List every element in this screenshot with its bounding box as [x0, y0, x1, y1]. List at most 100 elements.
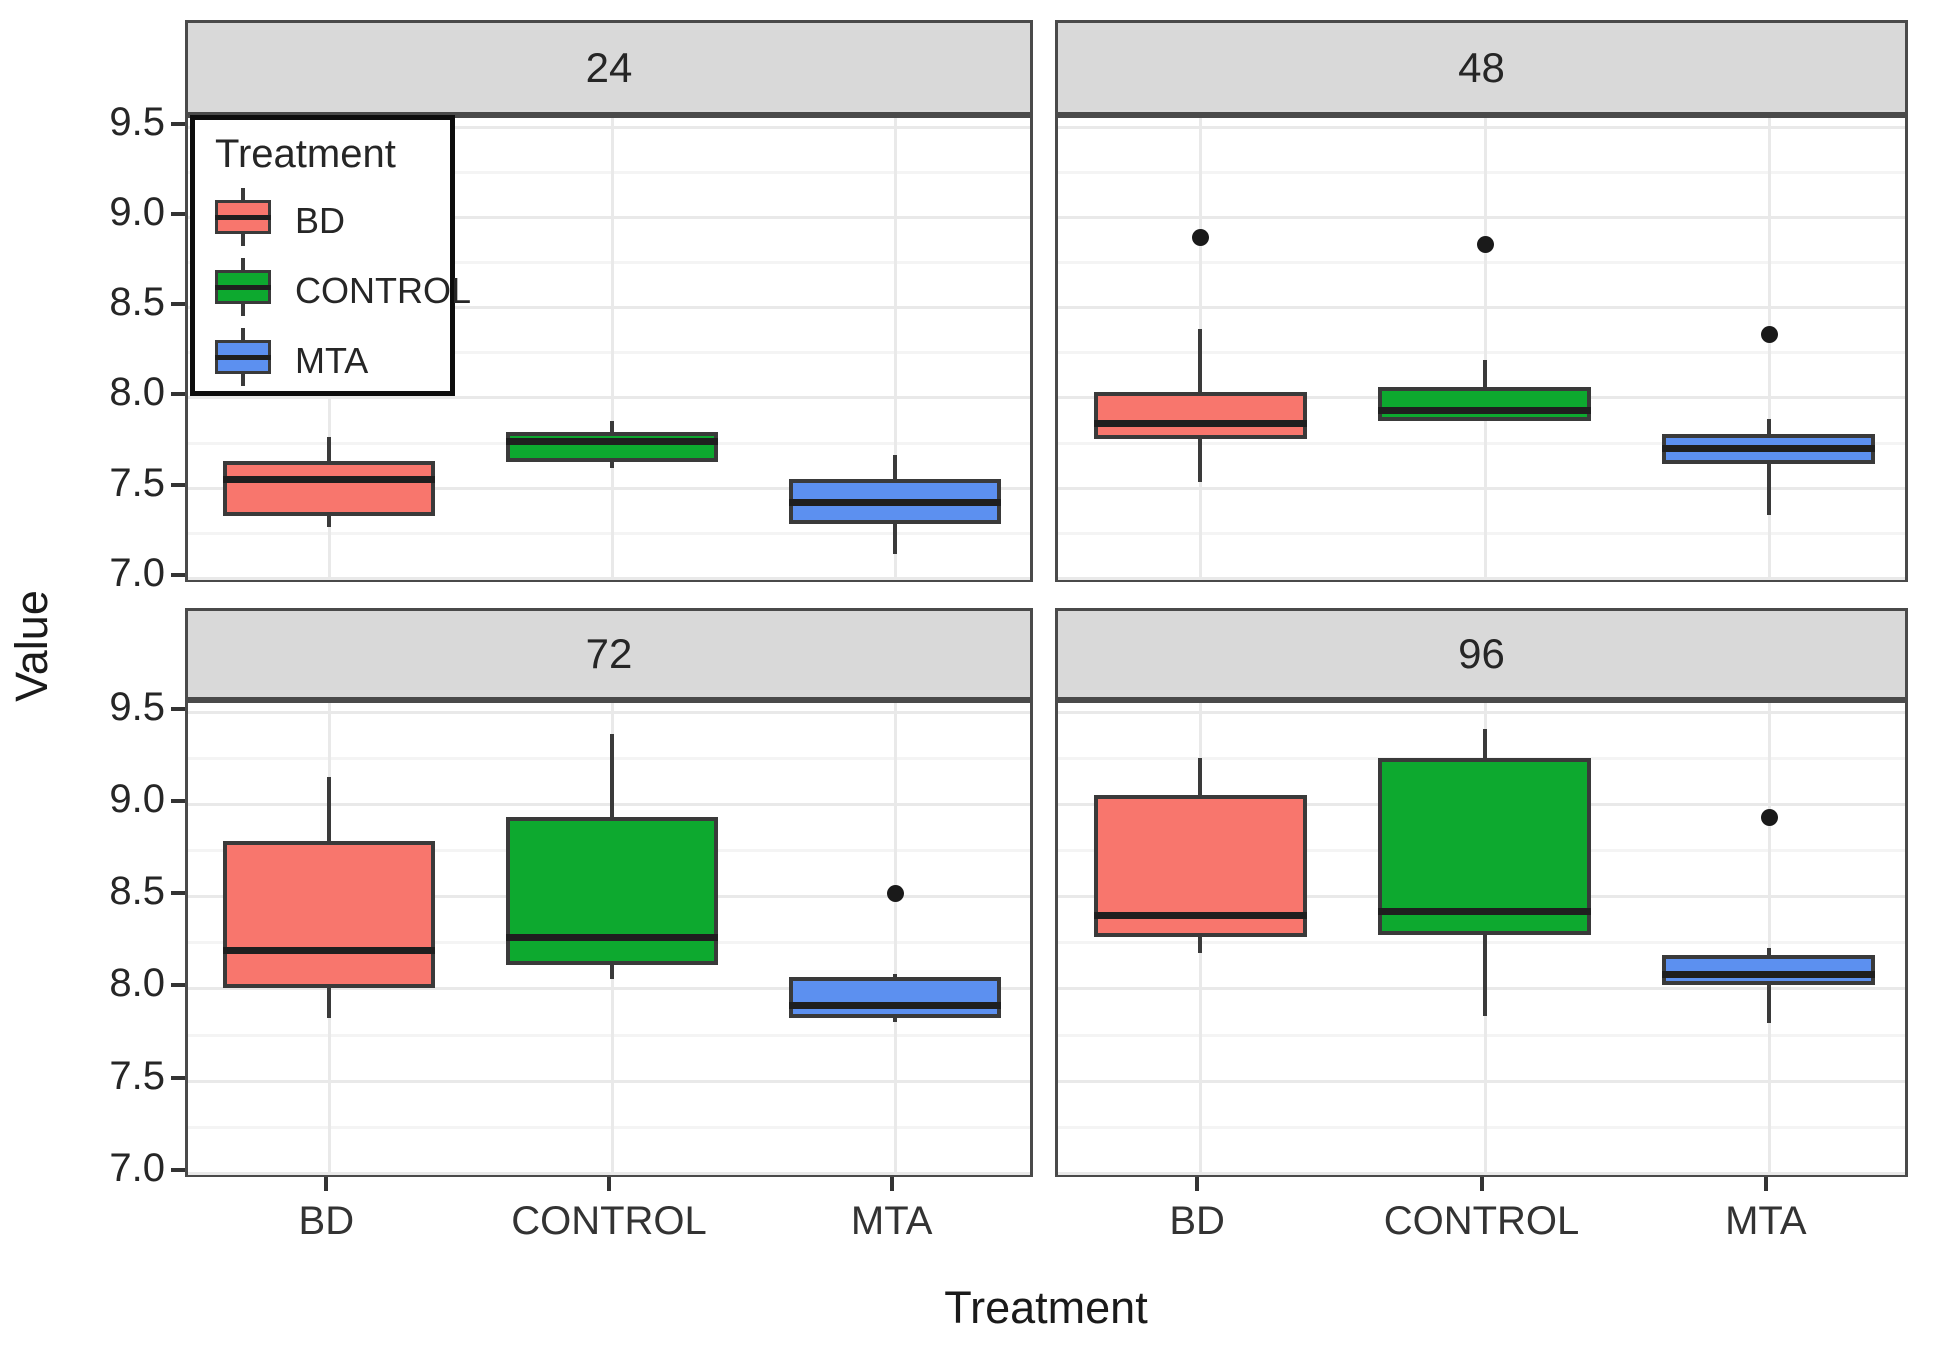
legend-title: Treatment	[215, 132, 396, 176]
gridline-vertical	[893, 703, 897, 1174]
legend-item-control: CONTROL	[215, 256, 471, 318]
whisker-upper	[1766, 947, 1771, 956]
y-tick-mark	[171, 707, 185, 712]
gridline-major	[1058, 1171, 1905, 1175]
y-tick-mark	[171, 302, 185, 307]
facet-strip-96: 96	[1055, 608, 1908, 700]
gridline-major	[188, 987, 1030, 991]
whisker-upper	[1766, 419, 1771, 434]
x-axis-title: Treatment	[944, 1282, 1148, 1333]
median-line	[1662, 970, 1876, 978]
boxplot-key-icon	[215, 256, 271, 318]
facet-strip-24: 24	[185, 20, 1033, 115]
gridline-vertical	[1767, 703, 1771, 1174]
outlier-point	[1760, 809, 1778, 827]
whisker-lower	[1482, 935, 1487, 1017]
y-tick-label: 9.0	[109, 777, 165, 822]
boxplot-box-mta	[1662, 955, 1876, 985]
outlier-point	[886, 884, 904, 902]
legend-label-control: CONTROL	[295, 270, 472, 311]
gridline-vertical	[611, 118, 614, 579]
x-tick-label-mta: MTA	[1725, 1199, 1807, 1243]
median-line	[1093, 419, 1307, 427]
key-median	[215, 215, 271, 220]
whisker-upper	[327, 776, 332, 842]
gridline-minor	[188, 1033, 1030, 1037]
median-line	[1378, 407, 1591, 415]
outlier-point	[1476, 236, 1494, 254]
facet-panel-72	[185, 700, 1033, 1177]
median-line	[506, 933, 718, 941]
facet-strip-label: 72	[585, 630, 633, 677]
gridline-minor	[1058, 171, 1905, 175]
boxplot-box-control	[506, 817, 718, 965]
boxplot-key-icon	[215, 186, 271, 248]
y-tick-label: 7.5	[109, 460, 165, 505]
median-line	[1093, 911, 1307, 919]
whisker-upper	[1482, 728, 1487, 759]
gridline-minor	[1058, 1125, 1905, 1129]
whisker-upper	[610, 734, 614, 818]
whisker-upper	[610, 420, 614, 432]
gridline-vertical	[1483, 118, 1487, 579]
gridline-vertical	[893, 118, 897, 579]
gridline-major	[1058, 1079, 1905, 1083]
whisker-upper	[1198, 758, 1203, 796]
y-tick-label: 7.0	[109, 1145, 165, 1190]
gridline-major	[188, 306, 1030, 310]
y-axis-title: Value	[6, 590, 57, 702]
y-tick-mark	[171, 799, 185, 804]
y-tick-mark	[171, 572, 185, 577]
whisker-lower	[610, 964, 614, 980]
whisker-lower	[892, 1017, 897, 1022]
median-line	[223, 475, 436, 483]
x-tick-label-mta: MTA	[850, 1199, 933, 1243]
y-tick-mark	[171, 392, 185, 397]
boxplot-box-mta	[788, 977, 1001, 1018]
whisker-upper	[1482, 359, 1487, 387]
y-tick-label: 9.5	[109, 100, 165, 144]
gridline-major	[1058, 216, 1905, 220]
gridline-minor	[188, 351, 1030, 355]
y-tick-label: 8.5	[109, 280, 165, 325]
boxplot-box-control	[506, 431, 718, 463]
boxplot-box-bd	[223, 460, 436, 517]
gridline-major	[188, 1079, 1030, 1083]
x-tick-label-bd: BD	[298, 1199, 355, 1243]
gridline-major	[1058, 486, 1905, 490]
gridline-minor	[1058, 531, 1905, 535]
median-line	[788, 499, 1001, 507]
boxplot-box-control	[1378, 758, 1591, 936]
boxplot-key-icon	[215, 326, 271, 388]
y-tick-mark	[171, 122, 185, 126]
whisker-upper	[327, 437, 332, 461]
x-tick-label-control: CONTROL	[511, 1199, 707, 1243]
y-tick-mark	[171, 1167, 185, 1172]
key-median	[215, 355, 271, 360]
legend-label-mta: MTA	[295, 340, 369, 381]
legend-item-mta: MTA	[215, 326, 445, 388]
x-tick-mark	[1479, 1177, 1484, 1191]
y-tick-mark	[171, 891, 185, 896]
gridline-major	[188, 803, 1030, 807]
boxplot-box-bd	[1093, 392, 1307, 439]
gridline-major	[188, 126, 1030, 129]
legend: Treatment BD CONTROL MTA	[190, 115, 471, 396]
gridline-minor	[1058, 941, 1905, 945]
x-tick-mark	[1763, 1177, 1768, 1191]
gridline-minor	[1058, 1033, 1905, 1037]
y-tick-label: 9.0	[109, 190, 165, 235]
gridline-major	[188, 486, 1030, 490]
x-tick-label-bd: BD	[1169, 1199, 1225, 1243]
y-tick-mark	[171, 983, 185, 988]
x-tick-label-control: CONTROL	[1383, 1199, 1580, 1243]
gridline-major	[1058, 306, 1905, 310]
median-line	[1662, 444, 1876, 452]
whisker-lower	[610, 462, 614, 468]
whisker-lower	[327, 988, 332, 1018]
facet-panel-96	[1055, 700, 1908, 1177]
facet-strip-label: 48	[1458, 43, 1505, 91]
x-tick-mark	[324, 1177, 329, 1191]
gridline-minor	[188, 1125, 1030, 1129]
